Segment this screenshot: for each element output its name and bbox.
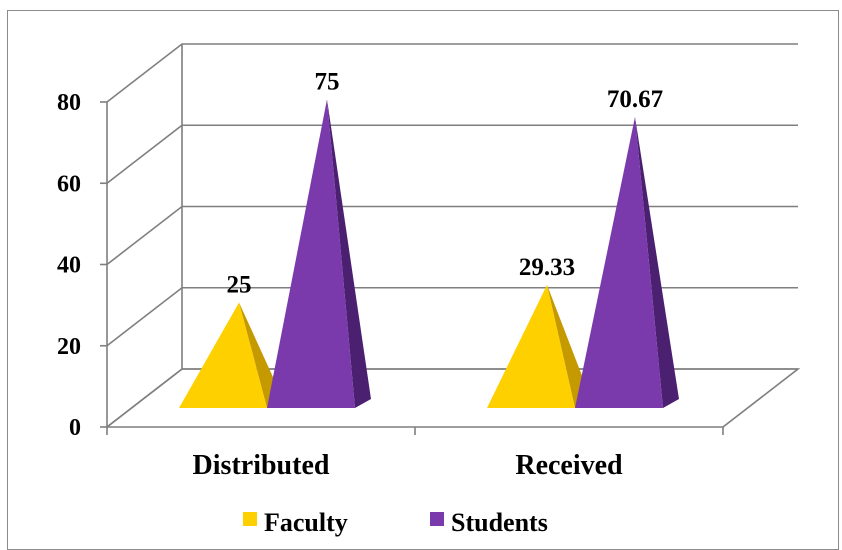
gridline [106,124,798,184]
y-tick-label: 60 [57,171,81,197]
axes [100,101,724,435]
pyramid-front-face [487,284,575,408]
legend-label: Faculty [264,508,348,537]
legend: Faculty Students [243,508,548,537]
pyramid-front-face [575,116,663,408]
data-label: 75 [315,68,340,95]
category-labels: Distributed Received [193,450,624,481]
pyramid-side-face [239,302,283,408]
legend-swatch [243,512,257,526]
y-tick-label: 80 [57,90,81,116]
category-label: Distributed [193,450,330,481]
pyramid-side-face [635,116,679,408]
legend-swatch [430,512,444,526]
pyramid-front-face [267,99,355,408]
y-tick-label: 0 [69,415,81,441]
pyramid-side-face [327,99,371,408]
data-label: 25 [227,271,252,298]
y-tick-label: 40 [57,253,81,279]
pyramid-side-face [547,284,591,408]
gridline [106,286,798,347]
data-labels: 25 29.33 75 70.67 [227,68,664,298]
gridline [106,205,798,266]
y-tick-labels: 0 20 40 60 80 [57,90,81,441]
pyramid-front-face [179,302,267,408]
pyramid-marks [179,99,679,408]
data-label: 29.33 [519,254,575,281]
data-label: 70.67 [607,86,663,113]
category-label: Received [515,450,623,481]
gridline [106,43,798,103]
y-tick-label: 20 [57,334,81,360]
legend-label: Students [451,508,548,537]
